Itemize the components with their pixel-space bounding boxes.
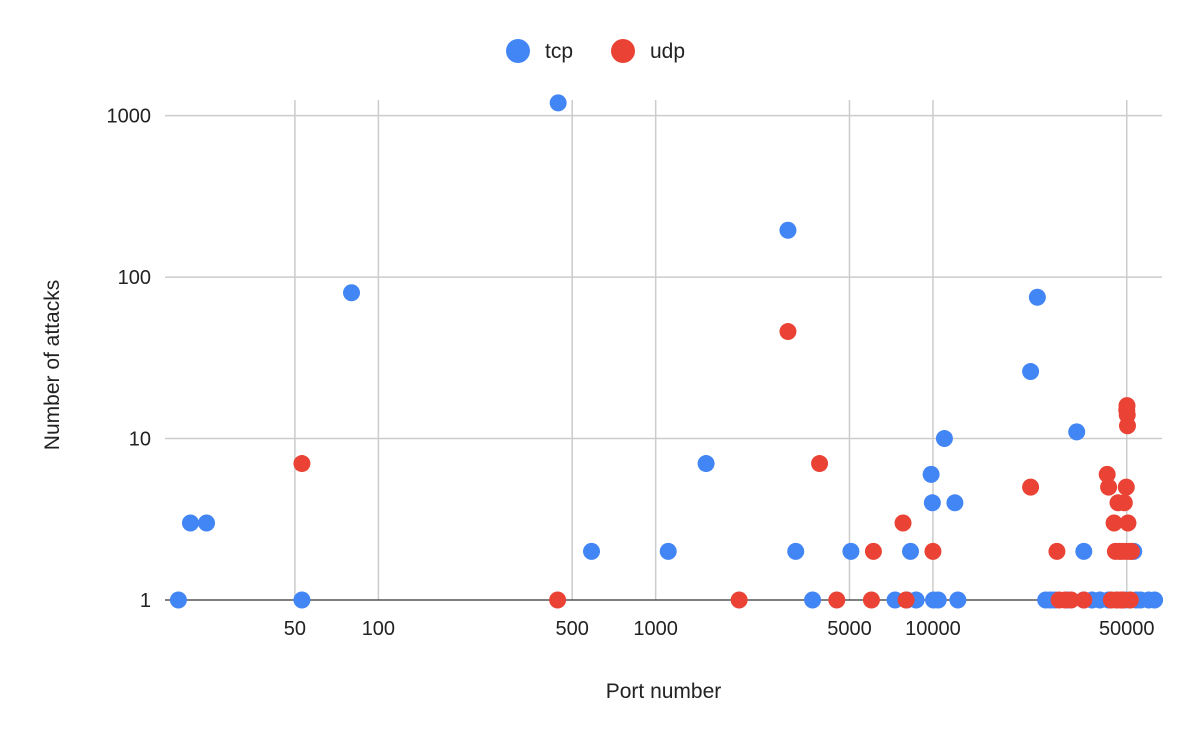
udp-point — [1105, 514, 1123, 532]
legend: tcp udp — [506, 39, 685, 63]
tcp-legend-label: tcp — [545, 40, 573, 63]
udp-point — [828, 591, 846, 609]
x-tick-label: 500 — [556, 618, 589, 640]
tcp-point — [697, 455, 715, 473]
udp-point — [1115, 494, 1133, 512]
tcp-point — [922, 465, 940, 483]
tcp-point — [779, 221, 797, 239]
gridlines — [165, 100, 1162, 601]
udp-point — [894, 514, 912, 532]
tcp-point — [181, 514, 199, 532]
tcp-point — [842, 542, 860, 560]
udp-legend-marker — [611, 39, 635, 63]
udp-point — [1048, 542, 1066, 560]
tick-labels: 1 10 100 1000 50 100 500 1000 5000 10000 50000 — [107, 106, 1155, 640]
tcp-point — [1022, 363, 1040, 381]
tcp-point — [169, 591, 187, 609]
x-tick-label: 10000 — [905, 618, 961, 640]
udp-legend-label: udp — [650, 40, 685, 63]
tcp-point — [1075, 542, 1093, 560]
tcp-point — [293, 591, 311, 609]
tcp-point — [659, 542, 677, 560]
y-tick-label: 1000 — [107, 106, 152, 128]
tcp-point — [1068, 423, 1086, 441]
y-tick-label: 1 — [140, 590, 151, 612]
udp-point — [897, 591, 915, 609]
x-tick-label: 100 — [362, 618, 395, 640]
tcp-point — [1028, 288, 1046, 306]
udp-point — [1022, 478, 1040, 496]
y-tick-label: 100 — [118, 267, 151, 289]
x-axis-title: Port number — [606, 680, 722, 703]
udp-point — [1118, 417, 1136, 435]
tcp-point — [949, 591, 967, 609]
udp-point — [779, 323, 797, 341]
y-axis-title: Number of attacks — [41, 280, 64, 450]
tcp-point — [787, 542, 805, 560]
tcp-point — [343, 284, 361, 302]
tcp-point — [929, 591, 947, 609]
tcp-point — [935, 430, 953, 448]
tcp-point — [902, 542, 920, 560]
udp-point — [1117, 478, 1135, 496]
udp-point — [924, 542, 942, 560]
udp-point — [1119, 514, 1137, 532]
tcp-point — [583, 542, 601, 560]
x-tick-label: 50 — [284, 618, 306, 640]
y-tick-label: 10 — [129, 429, 151, 451]
udp-point — [1100, 478, 1118, 496]
x-tick-label: 50000 — [1099, 618, 1155, 640]
udp-point — [1121, 591, 1139, 609]
udp-point — [549, 591, 567, 609]
tcp-point — [1146, 591, 1164, 609]
udp-point — [864, 542, 882, 560]
tcp-point — [946, 494, 964, 512]
udp-point — [1098, 465, 1116, 483]
data-points — [169, 94, 1164, 609]
x-tick-label: 5000 — [827, 618, 872, 640]
udp-point — [862, 591, 880, 609]
tcp-point — [804, 591, 822, 609]
udp-point — [1062, 591, 1080, 609]
udp-point — [293, 455, 311, 473]
tcp-point — [923, 494, 941, 512]
tcp-point — [198, 514, 216, 532]
x-tick-label: 1000 — [633, 618, 678, 640]
udp-point — [811, 455, 829, 473]
udp-point — [1075, 591, 1093, 609]
tcp-point — [549, 94, 567, 112]
udp-point — [1122, 542, 1140, 560]
tcp-legend-marker — [506, 39, 530, 63]
udp-point — [730, 591, 748, 609]
